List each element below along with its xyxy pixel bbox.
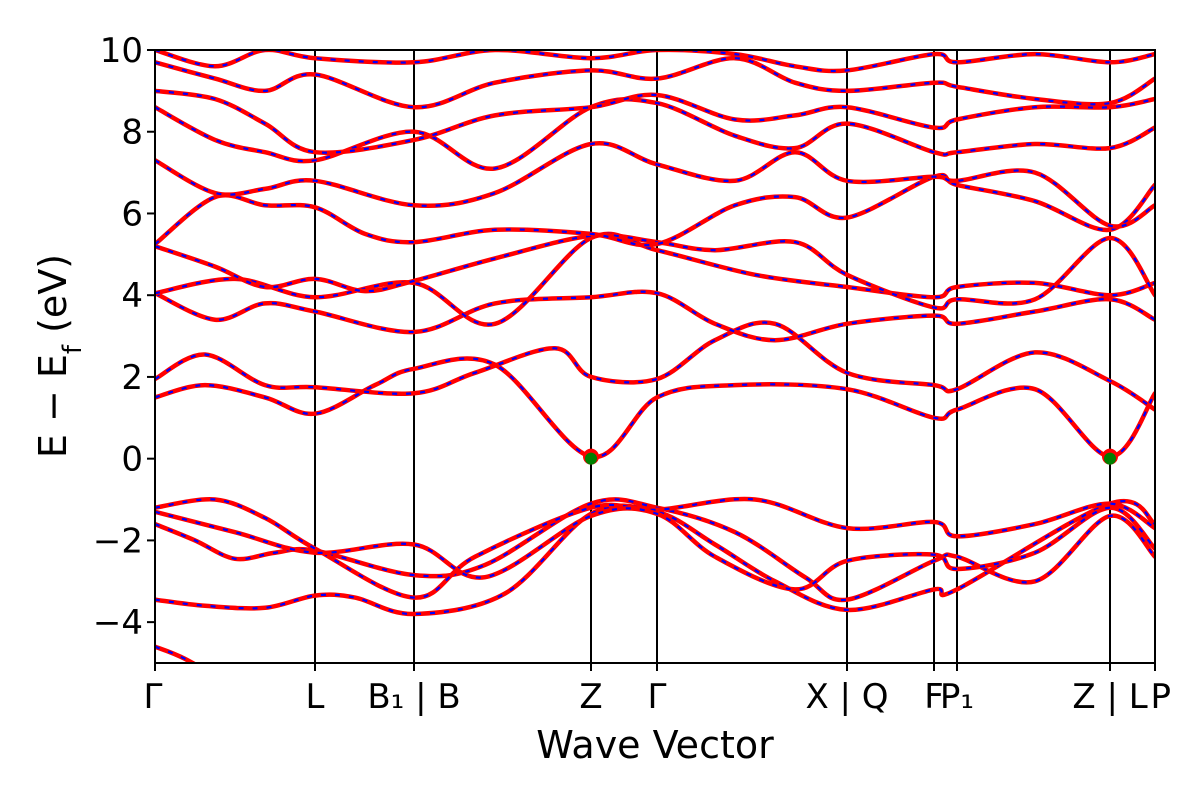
special-point-1-inner <box>1104 452 1116 465</box>
band-4-overlay <box>155 506 1155 591</box>
band-13 <box>155 88 1155 155</box>
band-15 <box>155 50 1155 74</box>
x-tick-label-9: P <box>1150 677 1171 717</box>
band-5-overlay <box>155 357 1155 458</box>
y-axis-label: E − Ef (eV) <box>31 254 88 458</box>
special-point-0-inner <box>585 452 597 465</box>
band-11-overlay <box>155 142 1155 228</box>
band-12-overlay <box>155 98 1155 170</box>
band-11 <box>155 140 1155 229</box>
band-0-overlay <box>155 645 195 663</box>
band-lines <box>155 50 1155 663</box>
band-1 <box>155 499 1155 617</box>
y-tick-label-4: 4 <box>121 276 143 316</box>
y-tick-label-2: 0 <box>121 440 143 480</box>
y-axis-label-unit: (eV) <box>31 254 75 345</box>
y-tick-label-3: 2 <box>121 358 143 398</box>
x-tick-label-3: Z <box>579 677 602 717</box>
x-tick-label-8: Z | L <box>1072 677 1147 717</box>
x-axis-label: Wave Vector <box>536 723 774 767</box>
band-3 <box>155 496 1155 600</box>
x-tick-label-4: Γ <box>648 677 667 717</box>
band-13-overlay <box>155 89 1155 154</box>
y-axis-ticks: −4 −2 0 2 4 6 8 10 <box>93 31 155 643</box>
kpoint-divider-lines <box>154 50 1156 663</box>
x-tick-label-1: L <box>306 677 325 717</box>
plot-frame <box>154 49 1156 664</box>
special-points <box>583 448 1118 465</box>
x-tick-label-7: P₁ <box>940 677 974 717</box>
band-7-overlay <box>155 290 1155 342</box>
y-tick-label-6: 8 <box>121 113 143 153</box>
x-tick-label-6: F <box>924 677 944 717</box>
x-tick-label-0: Γ <box>144 677 163 717</box>
band-9-overlay <box>155 234 1155 310</box>
band-14-overlay <box>155 57 1155 109</box>
band-5 <box>155 356 1155 459</box>
y-axis-label-main: E − E <box>31 354 75 458</box>
band-15-overlay <box>155 50 1155 73</box>
y-tick-label-5: 6 <box>121 194 143 234</box>
x-tick-label-5: X | Q <box>805 677 888 717</box>
band-10 <box>155 172 1155 248</box>
band-0 <box>155 644 198 663</box>
band-10-overlay <box>155 173 1155 247</box>
y-tick-label-0: −4 <box>93 603 143 643</box>
y-tick-label-7: 10 <box>100 31 143 71</box>
band-7 <box>155 289 1155 343</box>
band-14 <box>155 55 1155 110</box>
x-tick-label-2: B₁ | B <box>367 677 460 717</box>
band-8-overlay <box>155 232 1155 326</box>
y-tick-label-1: −2 <box>93 521 143 561</box>
y-axis-label-sub: f <box>58 344 88 354</box>
band-6-overlay <box>155 321 1155 411</box>
band-2-overlay <box>155 498 1155 602</box>
